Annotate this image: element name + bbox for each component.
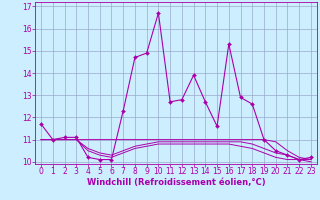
X-axis label: Windchill (Refroidissement éolien,°C): Windchill (Refroidissement éolien,°C)	[87, 178, 265, 187]
